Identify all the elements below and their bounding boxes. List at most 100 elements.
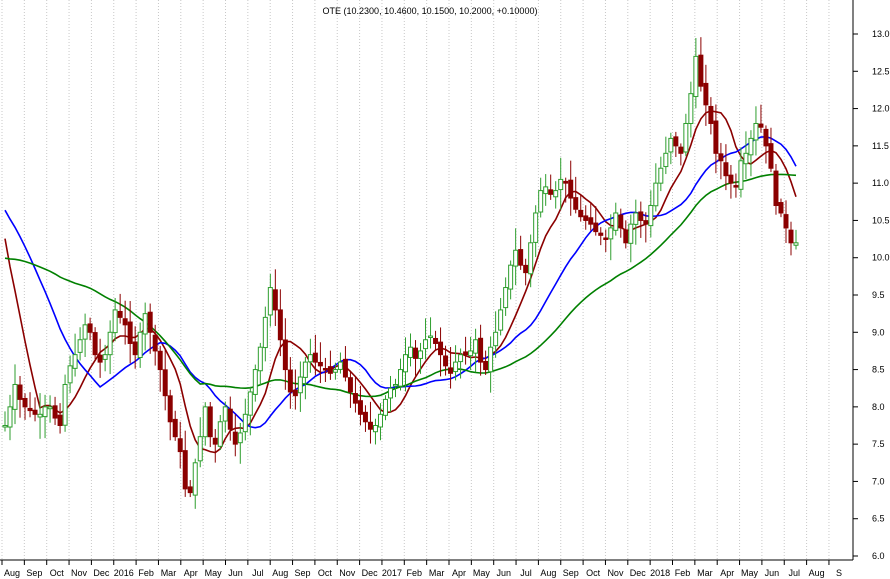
candle-body	[357, 400, 363, 415]
x-tick-label: Nov	[607, 568, 624, 578]
candle-body	[387, 387, 393, 399]
candle-body	[22, 397, 28, 408]
candle-body	[638, 211, 644, 221]
candle-body	[292, 389, 298, 397]
x-tick-label: Oct	[586, 568, 601, 578]
candle-body	[147, 311, 153, 333]
candle-body	[533, 212, 539, 243]
x-tick-label: Apr	[452, 568, 466, 578]
candle-body	[463, 351, 469, 356]
candle-body	[247, 391, 253, 416]
candle-body	[232, 431, 238, 445]
candle-body	[157, 350, 163, 371]
y-tick-label: 10.0	[872, 253, 890, 263]
grid-layer	[1, 0, 830, 560]
candle-body	[478, 337, 484, 363]
candle-body	[342, 358, 348, 378]
candle-body	[32, 409, 38, 415]
candle-body	[763, 128, 769, 147]
candle-body	[182, 450, 188, 490]
candle-body	[458, 354, 464, 363]
candle-body	[698, 54, 704, 87]
candle-body	[783, 214, 789, 229]
y-tick-label: 13.0	[872, 29, 890, 39]
x-tick-label: 2016	[114, 568, 134, 578]
candle-body	[703, 82, 709, 106]
candle-body	[107, 331, 113, 356]
x-tick-label: Dec	[630, 568, 647, 578]
candle-body	[563, 180, 569, 184]
x-tick-label: May	[741, 568, 759, 578]
candle-body	[663, 152, 669, 168]
candle-body	[62, 383, 68, 426]
candle-body	[658, 167, 664, 184]
candle-body	[433, 337, 439, 344]
candle-body	[543, 186, 549, 195]
x-tick-label: Sep	[295, 568, 311, 578]
chart-title: OTE (10.2300, 10.4600, 10.1500, 10.2000,…	[323, 6, 538, 16]
candle-body	[718, 153, 724, 162]
candle-body	[723, 162, 729, 177]
candle-body	[598, 232, 604, 236]
candle-body	[347, 377, 353, 393]
candle-body	[252, 369, 258, 395]
candle-body	[768, 143, 774, 169]
candle-body	[628, 223, 634, 244]
candle-body	[267, 287, 273, 316]
candle-body	[352, 393, 358, 404]
x-tick-label: Jun	[765, 568, 780, 578]
candle-body	[583, 215, 589, 221]
candle-body	[47, 406, 53, 410]
candle-body	[72, 354, 78, 369]
y-tick-label: 6.5	[872, 514, 885, 524]
candle-body	[152, 334, 158, 352]
candle-body	[713, 120, 719, 154]
candle-body	[7, 406, 13, 428]
candle-body	[67, 365, 73, 384]
candle-body	[738, 160, 744, 190]
candle-body	[2, 425, 8, 428]
candle-body	[362, 411, 368, 423]
candle-body	[688, 93, 694, 125]
candle-body	[618, 214, 624, 229]
candle-body	[408, 346, 414, 358]
candle-body	[242, 413, 248, 433]
x-tick-label: Aug	[540, 568, 556, 578]
y-tick-label: 9.0	[872, 327, 885, 337]
candle-body	[57, 414, 63, 427]
y-tick-label: 11.0	[872, 178, 889, 188]
x-tick-label: Aug	[809, 568, 825, 578]
candle-body	[77, 339, 83, 353]
y-tick-label: 12.0	[872, 104, 890, 114]
x-tick-label: Feb	[138, 568, 154, 578]
candle-body	[518, 249, 524, 266]
candle-body	[578, 209, 584, 218]
candle-body	[398, 369, 403, 387]
candle-body	[743, 152, 749, 165]
x-tick-label: S	[836, 568, 842, 578]
x-tick-label: Sep	[563, 568, 579, 578]
y-tick-label: 9.5	[872, 290, 885, 300]
x-tick-label: Mar	[429, 568, 445, 578]
candle-body	[137, 331, 143, 358]
candle-body	[17, 384, 23, 400]
candle-body	[793, 242, 799, 246]
candle-body	[423, 339, 429, 350]
candle-body	[593, 222, 599, 233]
candle-body	[483, 360, 489, 371]
x-tick-label: Aug	[4, 568, 20, 578]
candle-body	[222, 406, 228, 422]
candle-body	[573, 197, 579, 210]
candle-body	[312, 352, 318, 363]
x-tick-label: Dec	[362, 568, 379, 578]
candle-body	[488, 346, 494, 373]
candle-body	[272, 289, 278, 311]
candle-body	[192, 462, 198, 496]
candle-body	[162, 369, 168, 397]
candle-body	[122, 318, 128, 326]
candle-body	[187, 486, 193, 494]
y-tick-label: 7.5	[872, 439, 885, 449]
candle-body	[302, 361, 308, 378]
candle-body	[227, 408, 233, 430]
